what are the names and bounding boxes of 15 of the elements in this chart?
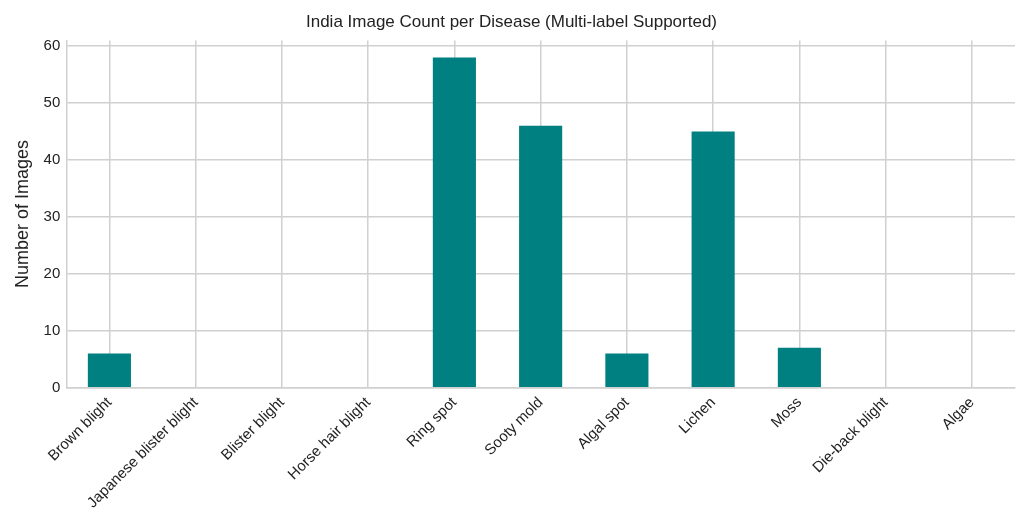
bar	[519, 125, 563, 387]
y-tick-label: 20	[43, 263, 61, 281]
y-tick-label: 50	[43, 93, 61, 111]
y-tick-label: 60	[43, 36, 61, 54]
bar	[605, 353, 649, 387]
bar	[777, 347, 821, 387]
y-tick-label: 10	[43, 320, 61, 338]
y-tick-label: 0	[51, 377, 61, 395]
bar	[432, 57, 476, 387]
y-tick-label: 40	[43, 150, 61, 168]
bar	[87, 353, 131, 387]
chart-title: India Image Count per Disease (Multi-label Supported)	[305, 11, 718, 31]
y-axis-title: Number of Images	[11, 140, 32, 289]
bar	[691, 131, 735, 387]
y-tick-label: 30	[43, 207, 61, 225]
